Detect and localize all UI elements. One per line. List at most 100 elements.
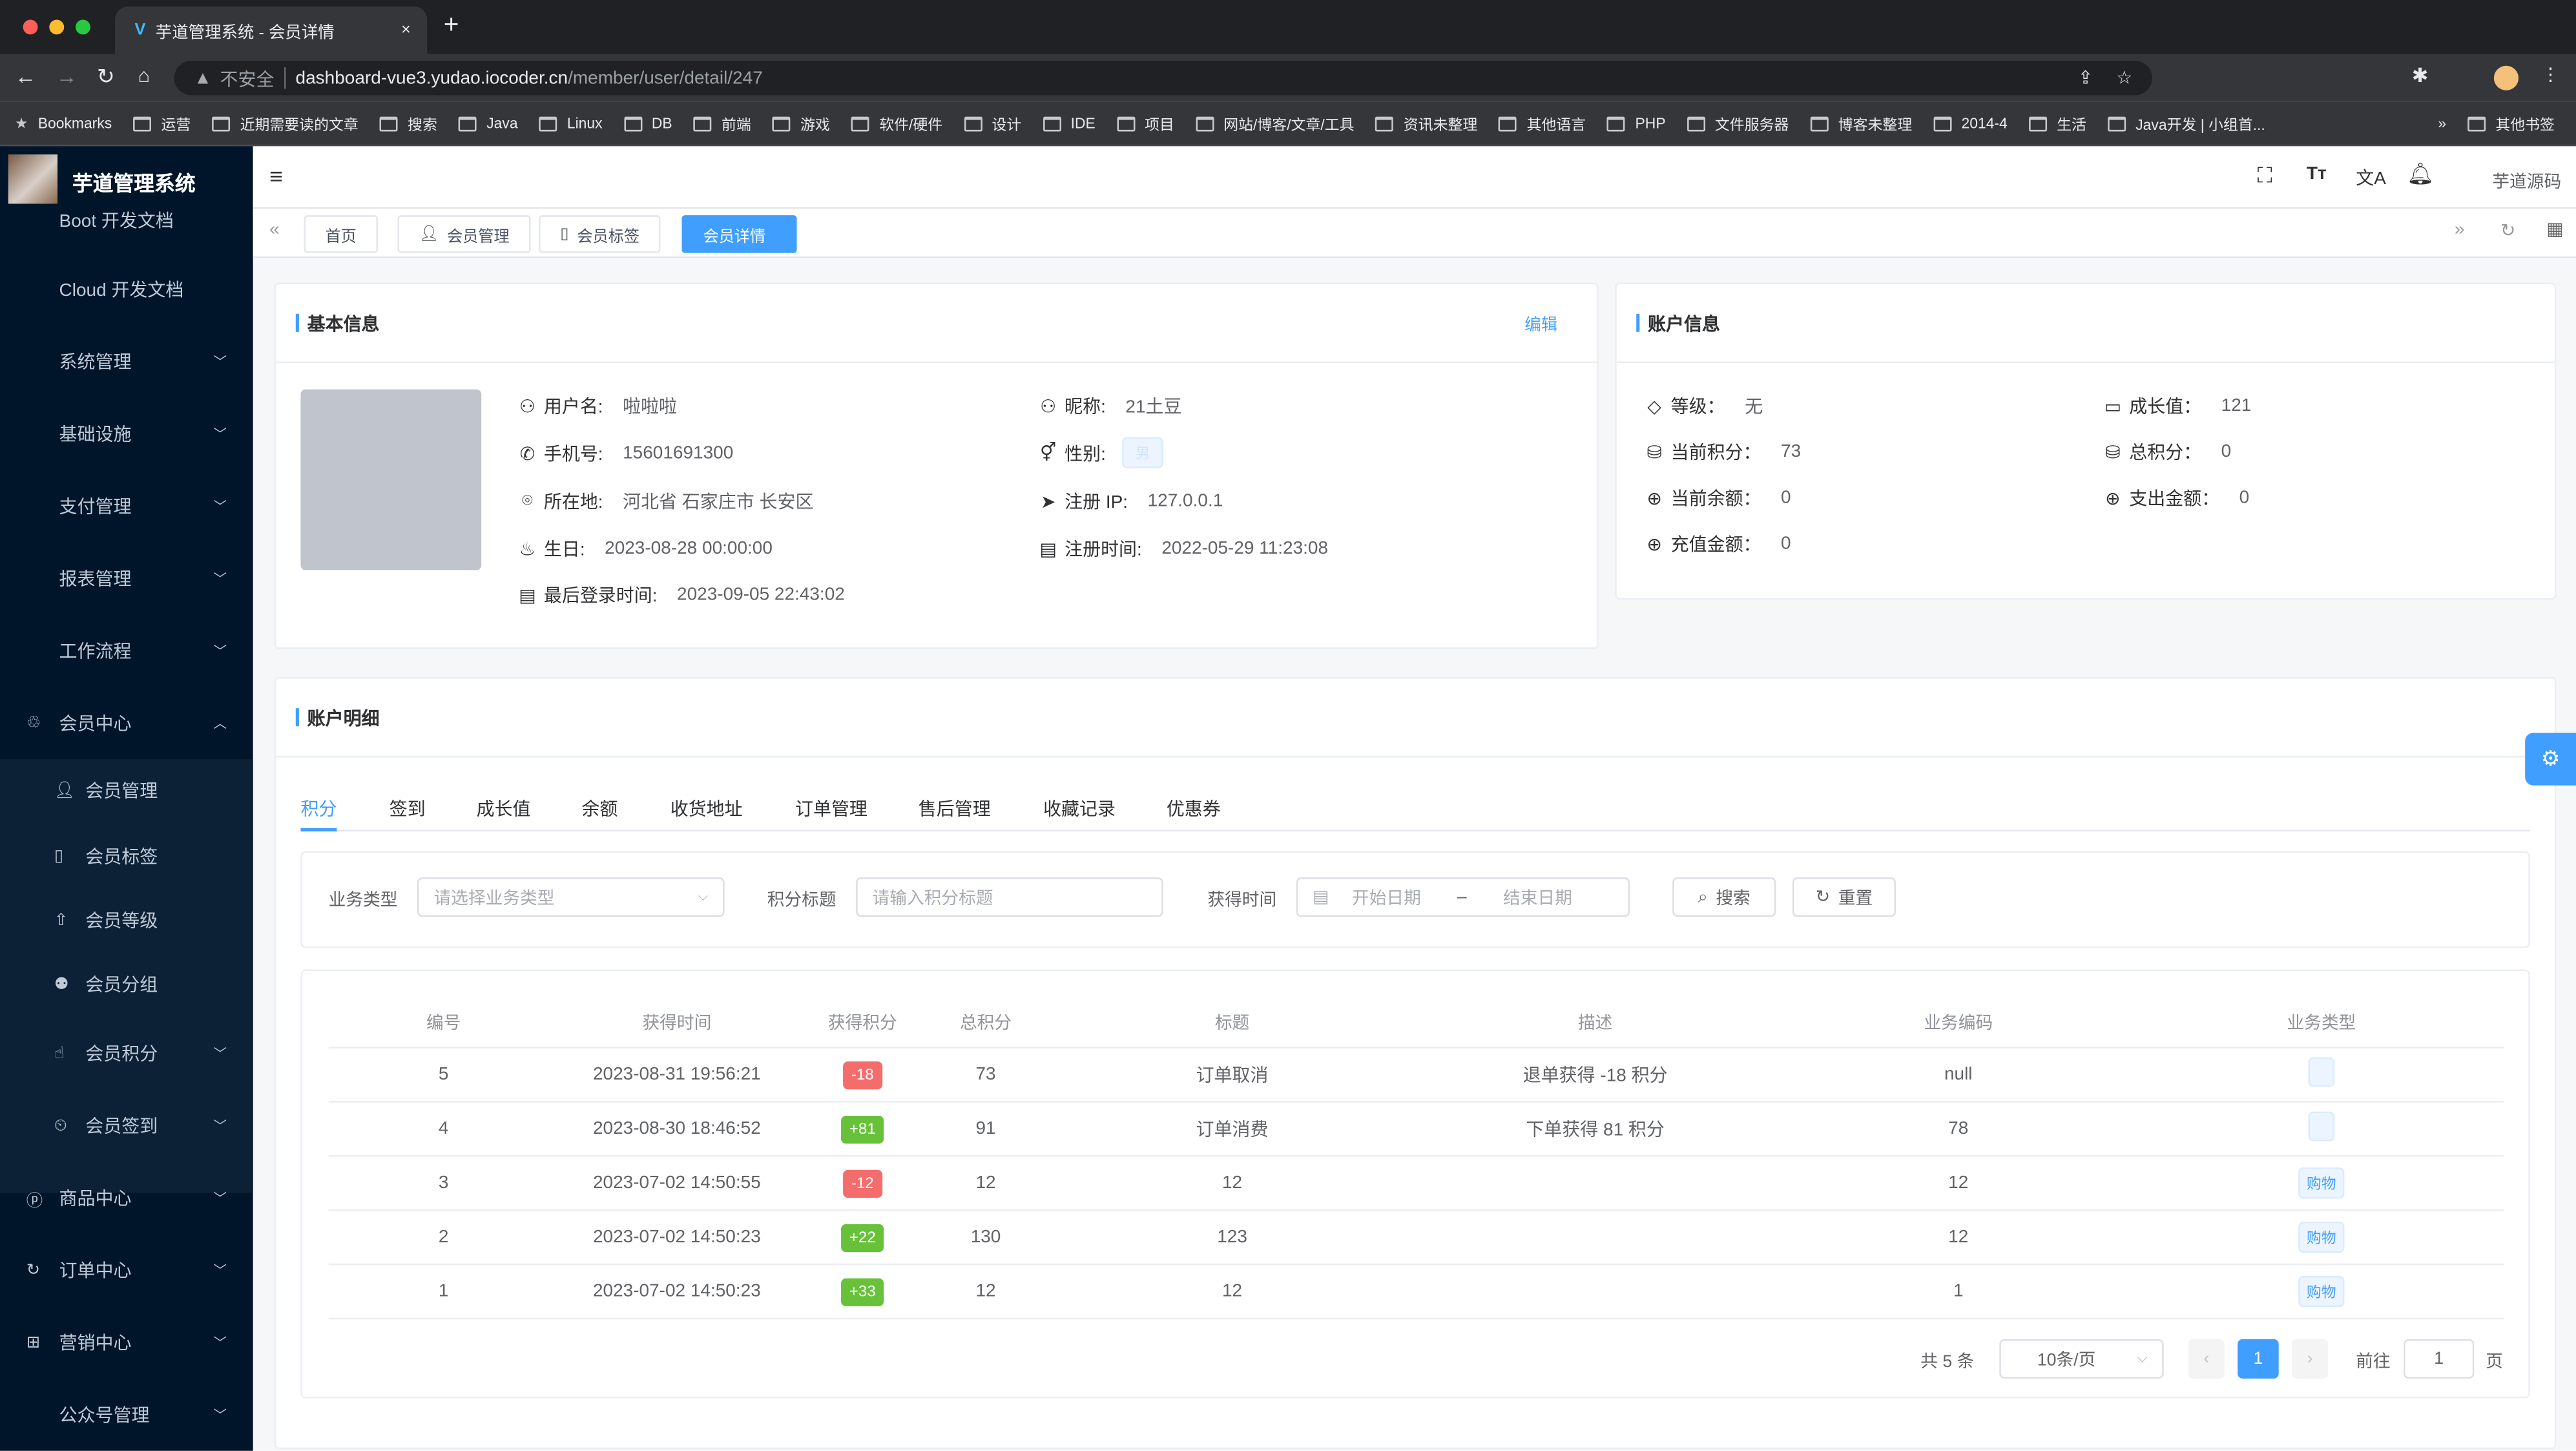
reload-icon[interactable]: ↻ [97,64,115,89]
tab-3[interactable]: 余额 [581,800,618,820]
scroll-right-icon[interactable]: » [2454,220,2465,240]
sidebar-item[interactable]: 工作流程 ﹀ [0,618,253,684]
tab-6[interactable]: 售后管理 [918,800,991,820]
bookmark-item[interactable]: 文件服务器 [1687,112,1789,134]
tab-1[interactable]: 签到 [389,800,426,820]
page-size-select[interactable]: 10条/页 ⌵ [1999,1339,2164,1379]
sidebar-item[interactable]: ⓟ 商品中心 ﹀ [0,1165,253,1231]
bookmark-item[interactable]: 其他书签 [2467,112,2555,134]
sidebar-item[interactable]: 系统管理 ﹀ [0,329,253,395]
start-date-placeholder[interactable]: 开始日期 [1352,888,1421,908]
bookmark-item[interactable]: 软件/硬件 [851,112,942,134]
tag-member-tag[interactable]: ▯ 会员标签 [539,215,661,253]
sidebar-item[interactable]: 公众号管理 ﹀ [0,1382,253,1448]
profile-avatar[interactable] [2493,65,2519,90]
sidebar-item[interactable]: Boot 开发文档 [0,184,253,250]
forward-icon[interactable]: → [56,64,78,89]
maximize-window-button[interactable] [75,19,90,35]
share-icon[interactable]: ⇪ [2077,68,2093,89]
sidebar-item[interactable]: ♲ 会员中心 ︿ [0,690,253,756]
tag-member-user[interactable]: 👤︎ 会员管理 [397,215,531,253]
extensions-icon[interactable]: ✱ [2411,64,2429,87]
settings-fab[interactable]: ⚙ [2525,733,2576,786]
tab-7[interactable]: 收藏记录 [1043,800,1116,820]
bookmark-item[interactable]: 博客未整理 [1810,112,1912,134]
bookmark-item[interactable]: 游戏 [772,112,830,134]
next-page-button[interactable]: › [2292,1339,2328,1379]
column-header[interactable]: 业务类型 [2287,1014,2356,1034]
reset-button[interactable]: ↻ 重置 [1792,877,1896,917]
sidebar-item[interactable]: 支付管理 ﹀ [0,473,253,539]
tab-2[interactable]: 成长值 [476,800,531,820]
grid-menu-icon[interactable]: ▦ [2546,220,2564,240]
home-icon[interactable]: ⌂ [138,64,151,87]
tag-member-detail[interactable]: 会员详情 [681,215,797,253]
refresh-icon[interactable]: ↻ [2500,222,2516,242]
column-header[interactable]: 总积分 [959,1014,1012,1034]
bookmark-item[interactable]: Java开发 | 小组首... [2107,112,2265,134]
bookmark-item[interactable]: Linux [539,115,603,131]
browser-tab[interactable]: V 芋道管理系统 - 会员详情 × [115,6,428,54]
sidebar-item[interactable]: Cloud 开发文档 [0,256,253,322]
bookmark-item[interactable]: 运营 [133,112,191,134]
back-icon[interactable]: ← [14,64,36,89]
date-range-picker[interactable]: ▤ 开始日期 – 结束日期 [1296,877,1630,917]
tag-home[interactable]: 首页 [304,215,379,253]
bookmark-item[interactable]: IDE [1043,115,1096,131]
fullscreen-icon[interactable]: ⛶ [2257,162,2272,187]
minimize-window-button[interactable] [49,19,65,35]
bookmark-item[interactable]: » [2438,115,2446,131]
close-window-button[interactable] [23,19,38,35]
scroll-left-icon[interactable]: « [269,220,280,240]
sidebar-item[interactable]: ⇧ 会员等级 [0,887,253,953]
bookmark-item[interactable]: Java [458,115,518,131]
biz-type-select[interactable]: 请选择业务类型 ⌵ [417,877,725,917]
bookmark-item[interactable]: 网站/博客/文章/工具 [1196,112,1355,134]
sidebar-item[interactable]: ▯ 会员标签 [0,823,253,889]
bookmark-item[interactable]: ★ Bookmarks [15,114,112,132]
column-header[interactable]: 标题 [1214,1014,1250,1034]
menu-icon[interactable]: ⋮ [2541,65,2560,86]
star-icon[interactable]: ☆ [2116,68,2133,89]
sidebar-item[interactable]: 报表管理 ﹀ [0,545,253,611]
close-tab-icon[interactable]: × [400,21,411,40]
edit-button[interactable]: 编辑 [1524,317,1558,335]
tab-5[interactable]: 订单管理 [795,800,867,820]
column-header[interactable]: 描述 [1577,1014,1613,1034]
column-header[interactable]: 业务编码 [1924,1014,1993,1034]
goto-page-input[interactable]: 1 [2403,1339,2475,1379]
bookmark-item[interactable]: 2014-4 [1933,115,2008,131]
bookmark-item[interactable]: 搜索 [379,112,437,134]
new-tab-button[interactable]: + [443,11,459,40]
bookmark-item[interactable]: 生活 [2028,112,2086,134]
tab-4[interactable]: 收货地址 [670,800,743,820]
sidebar-item[interactable]: ⏲ 会员签到 ﹀ [0,1092,253,1158]
font-size-icon[interactable]: Tт [2306,164,2327,184]
bookmark-item[interactable]: 资讯未整理 [1375,112,1477,134]
prev-page-button[interactable]: ‹ [2188,1339,2225,1379]
bookmark-item[interactable]: 近期需要读的文章 [212,112,358,134]
bookmark-item[interactable]: PHP [1607,115,1666,131]
column-header[interactable]: 获得积分 [827,1014,897,1034]
bell-icon[interactable]: 🔔︎ [2407,161,2435,186]
search-button[interactable]: ⌕ 搜索 [1672,877,1776,917]
title-input[interactable]: 请输入积分标题 [856,877,1163,917]
bookmark-item[interactable]: 设计 [964,112,1021,134]
sidebar-item[interactable]: ↻ 订单中心 ﹀ [0,1237,253,1303]
page-1-button[interactable]: 1 [2238,1339,2279,1379]
translate-icon[interactable]: 文A [2356,169,2386,189]
column-header[interactable]: 编号 [426,1014,461,1034]
tab-8[interactable]: 优惠券 [1166,800,1221,820]
hamburger-icon[interactable]: ≡ [269,162,283,189]
sidebar-item[interactable]: 基础设施 ﹀ [0,401,253,467]
end-date-placeholder[interactable]: 结束日期 [1503,888,1572,908]
bookmark-item[interactable]: 项目 [1116,112,1174,134]
url-field[interactable]: ▲ 不安全 dashboard-vue3.yudao.iocoder.cn /m… [174,61,2152,96]
bookmark-item[interactable]: DB [623,115,672,131]
column-header[interactable]: 获得时间 [642,1014,712,1034]
source-link[interactable]: 芋道源码 [2492,172,2562,193]
sidebar-item[interactable]: ⊞ 营销中心 ﹀ [0,1310,253,1375]
bookmark-item[interactable]: 其他语言 [1499,112,1586,134]
tab-0[interactable]: 积分 [300,800,337,820]
bookmark-item[interactable]: 前端 [693,112,751,134]
